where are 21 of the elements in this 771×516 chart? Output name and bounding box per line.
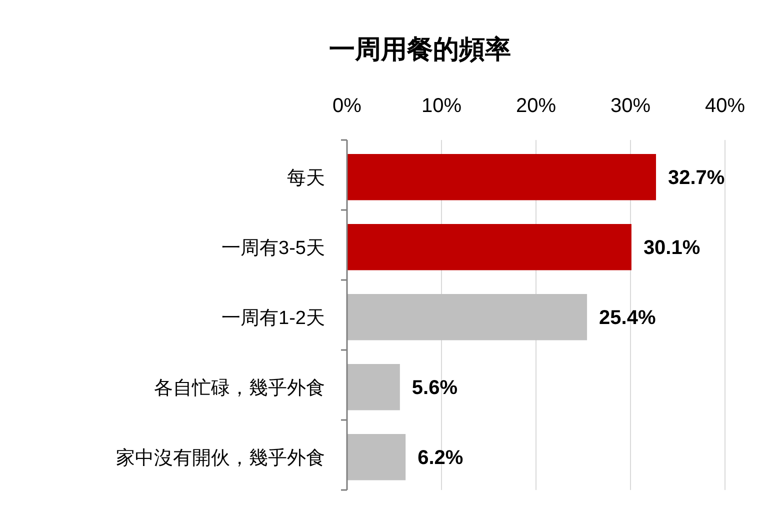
y-tick-label: 一周有3-5天: [222, 238, 325, 260]
y-tick-label: 家中沒有開伙，幾乎外食: [116, 447, 325, 470]
bar: [347, 434, 406, 480]
y-tick-label: 每天: [287, 168, 325, 190]
bar: [347, 154, 656, 200]
x-tick-label: 10%: [421, 95, 462, 117]
data-label: 32.7%: [668, 167, 725, 190]
x-tick-label: 40%: [704, 95, 746, 117]
x-tick-label: 30%: [610, 95, 651, 117]
x-tick-label: 0%: [332, 95, 362, 117]
bar: [347, 224, 632, 270]
y-tick-label: 各自忙碌，幾乎外食: [154, 378, 325, 400]
data-label: 6.2%: [418, 447, 464, 470]
bar: [347, 294, 588, 340]
data-label: 5.6%: [412, 377, 458, 400]
data-label: 25.4%: [599, 307, 656, 330]
chart-title: 一周用餐的頻率: [329, 34, 511, 64]
y-tick-label: 一周有1-2天: [222, 308, 325, 330]
x-tick-label: 20%: [516, 95, 556, 117]
data-label: 30.1%: [643, 237, 700, 260]
bar: [347, 364, 400, 410]
